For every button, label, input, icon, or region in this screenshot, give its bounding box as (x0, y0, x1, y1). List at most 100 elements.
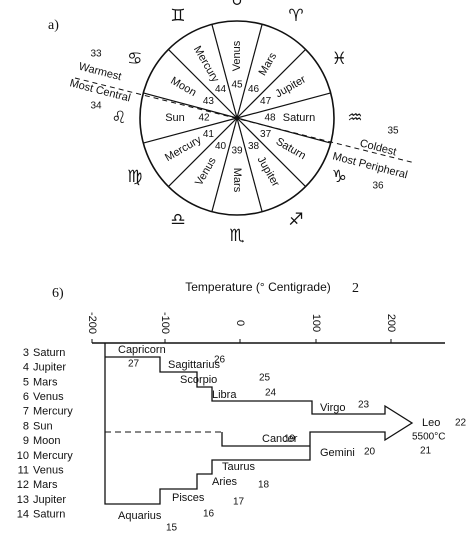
row-planet: Mars (33, 479, 58, 491)
sector-line (143, 92, 238, 119)
footnote: 17 (233, 497, 245, 508)
sector-number: 41 (203, 129, 215, 140)
row-number: 5 (23, 376, 29, 388)
sign-label: Libra (212, 389, 237, 401)
zodiac-sign: ♒ (347, 108, 362, 128)
row-number: 7 (23, 406, 29, 418)
sector-number: 42 (198, 113, 210, 124)
sector-line (236, 117, 307, 188)
planet: Jupiter (255, 154, 282, 189)
footnote: 19 (284, 434, 296, 445)
footnote: 20 (364, 447, 376, 458)
footnote: 26 (214, 355, 226, 366)
footnote: 23 (358, 400, 370, 411)
sector-number: 39 (231, 146, 243, 157)
sign-label: Sagittarius (168, 359, 220, 371)
zodiac-sign: ♊ (170, 6, 185, 26)
zodiac-sign: ♍ (127, 167, 142, 187)
zodiac-sign: ♉ (229, 0, 244, 10)
sector-line (167, 48, 238, 119)
sign-label: Gemini (320, 447, 355, 459)
zodiac-sign: ♑ (332, 167, 347, 187)
row-planet: Mars (33, 376, 58, 388)
tick-label: 100 (310, 314, 322, 332)
row-number: 4 (23, 362, 29, 374)
footnote: 36 (372, 181, 384, 192)
zodiac-sign: ♓ (332, 49, 347, 69)
wheel (139, 20, 335, 216)
row-planet: Sun (33, 420, 53, 432)
row-number: 6 (23, 391, 29, 403)
row-number: 14 (17, 509, 29, 521)
step-profile (104, 343, 414, 505)
footnote: 25 (259, 373, 271, 384)
planet: Jupiter (273, 73, 308, 100)
planet: Venus (231, 40, 243, 71)
planet: Mercury (163, 134, 204, 165)
zodiac-sign: ♎ (170, 210, 185, 230)
footnote: 18 (258, 480, 270, 491)
planet: Mars (257, 50, 280, 78)
sector-number: 40 (215, 141, 227, 152)
sector-number: 47 (260, 96, 272, 107)
planet: Saturn (274, 136, 308, 163)
row-number: 3 (23, 347, 29, 359)
sun-temp: 5500°C (412, 432, 445, 443)
cancer-box (221, 432, 310, 447)
sector-line (236, 117, 331, 144)
sector-line (143, 117, 238, 144)
footnote: 21 (420, 446, 432, 457)
row-planet: Saturn (33, 509, 65, 521)
sign-label: Virgo (320, 402, 345, 414)
sector-number: 43 (203, 96, 215, 107)
sign-label: Aries (212, 476, 238, 488)
sign-label: Scorpio (180, 374, 217, 386)
sign-label: Leo (422, 417, 440, 429)
planet: Venus (193, 155, 219, 188)
zodiac-sign: ♋ (127, 49, 142, 69)
tick-label: 0 (234, 320, 246, 326)
sector-number: 38 (248, 141, 260, 152)
sign-label: Aquarius (118, 510, 162, 522)
zodiac-sign: ♏ (229, 226, 244, 246)
sector-line (167, 117, 238, 188)
row-number: 10 (17, 450, 29, 462)
sign-label: Taurus (222, 461, 256, 473)
planet: Sun (165, 112, 185, 124)
tick-label: 200 (385, 314, 397, 332)
tick-label: -200 (86, 312, 98, 334)
footnote: 15 (166, 523, 178, 534)
zodiac-sign: ♐ (288, 210, 303, 230)
row-planet: Saturn (33, 347, 65, 359)
row-planet: Mercury (33, 450, 73, 462)
sector-line (211, 24, 238, 119)
planet: Moon (168, 75, 198, 99)
zone-label: Coldest (358, 137, 397, 158)
sector-line (211, 117, 238, 212)
sector-number: 46 (248, 84, 260, 95)
footnote: 2 (352, 281, 359, 296)
sign-label: Cancer (262, 433, 298, 445)
sector-line (236, 24, 263, 119)
panel-label: a) (48, 18, 59, 33)
row-number: 8 (23, 420, 29, 432)
planet: Mercury (191, 44, 222, 85)
sector-line (236, 117, 263, 212)
sector-number: 48 (264, 113, 276, 124)
sector-line (236, 48, 307, 119)
footnote: 16 (203, 509, 215, 520)
row-number: 9 (23, 435, 29, 447)
row-number: 13 (17, 494, 29, 506)
row-planet: Venus (33, 391, 64, 403)
footnote: 24 (265, 388, 277, 399)
sign-label: Capricorn (118, 344, 166, 356)
planet: Mars (231, 168, 243, 193)
footnote: 22 (455, 418, 467, 429)
row-planet: Jupiter (33, 362, 66, 374)
axis-title: Temperature (° Centigrade) (185, 280, 331, 294)
row-planet: Jupiter (33, 494, 66, 506)
panel-label: 6) (52, 286, 64, 301)
planet: Saturn (283, 112, 315, 124)
sector-number: 37 (260, 129, 272, 140)
